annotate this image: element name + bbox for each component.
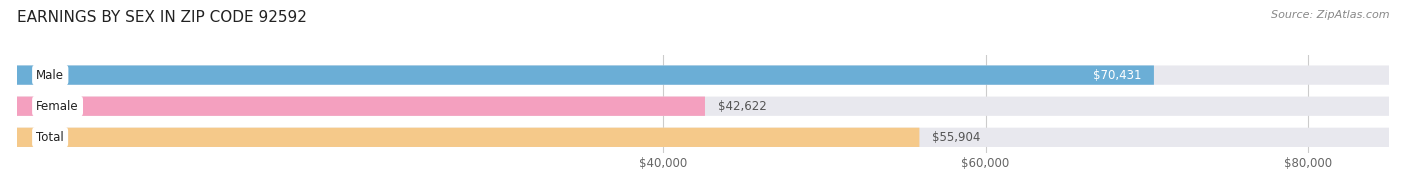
Text: $42,622: $42,622 — [718, 100, 766, 113]
Text: $70,431: $70,431 — [1092, 69, 1142, 82]
FancyBboxPatch shape — [17, 97, 1389, 116]
FancyBboxPatch shape — [17, 65, 1154, 85]
FancyBboxPatch shape — [17, 128, 1389, 147]
FancyBboxPatch shape — [17, 97, 704, 116]
FancyBboxPatch shape — [17, 65, 1389, 85]
FancyBboxPatch shape — [17, 128, 920, 147]
Text: Total: Total — [37, 131, 65, 144]
Text: $55,904: $55,904 — [932, 131, 981, 144]
Text: Source: ZipAtlas.com: Source: ZipAtlas.com — [1271, 10, 1389, 20]
Text: Female: Female — [37, 100, 79, 113]
Text: EARNINGS BY SEX IN ZIP CODE 92592: EARNINGS BY SEX IN ZIP CODE 92592 — [17, 10, 307, 25]
Text: Male: Male — [37, 69, 65, 82]
